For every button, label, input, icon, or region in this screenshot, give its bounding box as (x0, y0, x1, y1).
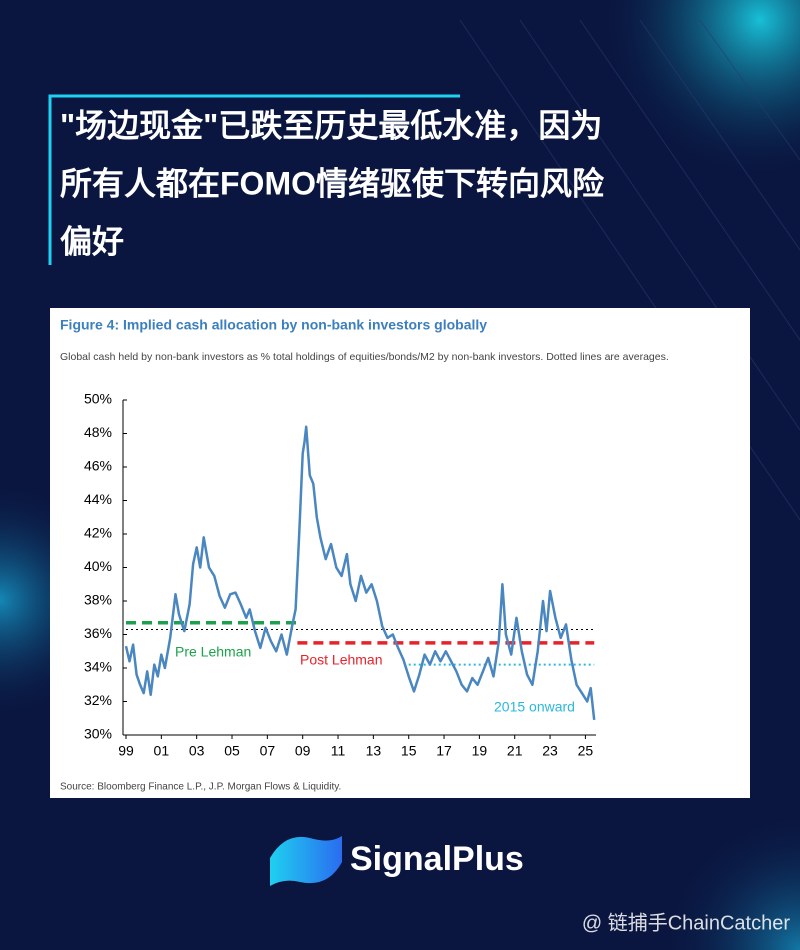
logo-text: SignalPlus (350, 840, 524, 878)
title-line: 偏好 (60, 223, 124, 259)
y-tick-label: 40% (84, 558, 112, 574)
chart-subtitle: Global cash held by non-bank investors a… (60, 351, 669, 363)
annotation: Pre Lehman (175, 644, 251, 660)
x-tick-label: 17 (436, 743, 452, 759)
chart-title: Figure 4: Implied cash allocation by non… (60, 317, 487, 333)
x-tick-label: 05 (224, 743, 240, 759)
y-tick-label: 42% (84, 525, 112, 541)
y-tick-label: 46% (84, 458, 112, 474)
x-tick-label: 99 (118, 743, 134, 759)
x-tick-label: 11 (331, 743, 346, 759)
logo-icon (270, 836, 342, 886)
title-line: "场边现金"已跌至历史最低水准，因为 (60, 107, 602, 143)
x-tick-label: 15 (401, 743, 417, 759)
chart-source: Source: Bloomberg Finance L.P., J.P. Mor… (60, 782, 341, 793)
y-tick-label: 32% (84, 692, 112, 708)
y-tick-label: 30% (84, 726, 112, 742)
x-tick-label: 13 (366, 743, 382, 759)
title-frame (48, 94, 460, 265)
x-tick-label: 23 (542, 743, 558, 759)
x-tick-label: 01 (154, 743, 170, 759)
data-line (124, 425, 596, 721)
x-tick-label: 21 (507, 743, 523, 759)
y-tick-label: 48% (84, 424, 112, 440)
x-tick-label: 25 (578, 743, 594, 759)
annotation: Post Lehman (300, 652, 383, 668)
y-tick-label: 38% (84, 592, 112, 608)
y-tick-label: 50% (84, 391, 112, 407)
chart-panel (50, 308, 750, 798)
chart: Figure 4: Implied cash allocation by non… (60, 317, 669, 793)
watermark: @ 链捕手ChainCatcher (582, 911, 790, 934)
x-tick-label: 19 (472, 743, 488, 759)
annotation: 2015 onward (494, 699, 575, 715)
x-tick-label: 07 (260, 743, 276, 759)
x-tick-label: 09 (295, 743, 311, 759)
x-tick-label: 03 (189, 743, 205, 759)
y-tick-label: 44% (84, 491, 112, 507)
title-line: 所有人都在FOMO情绪驱使下转向风险 (60, 165, 605, 201)
y-tick-label: 36% (84, 625, 112, 641)
y-tick-label: 34% (84, 659, 112, 675)
